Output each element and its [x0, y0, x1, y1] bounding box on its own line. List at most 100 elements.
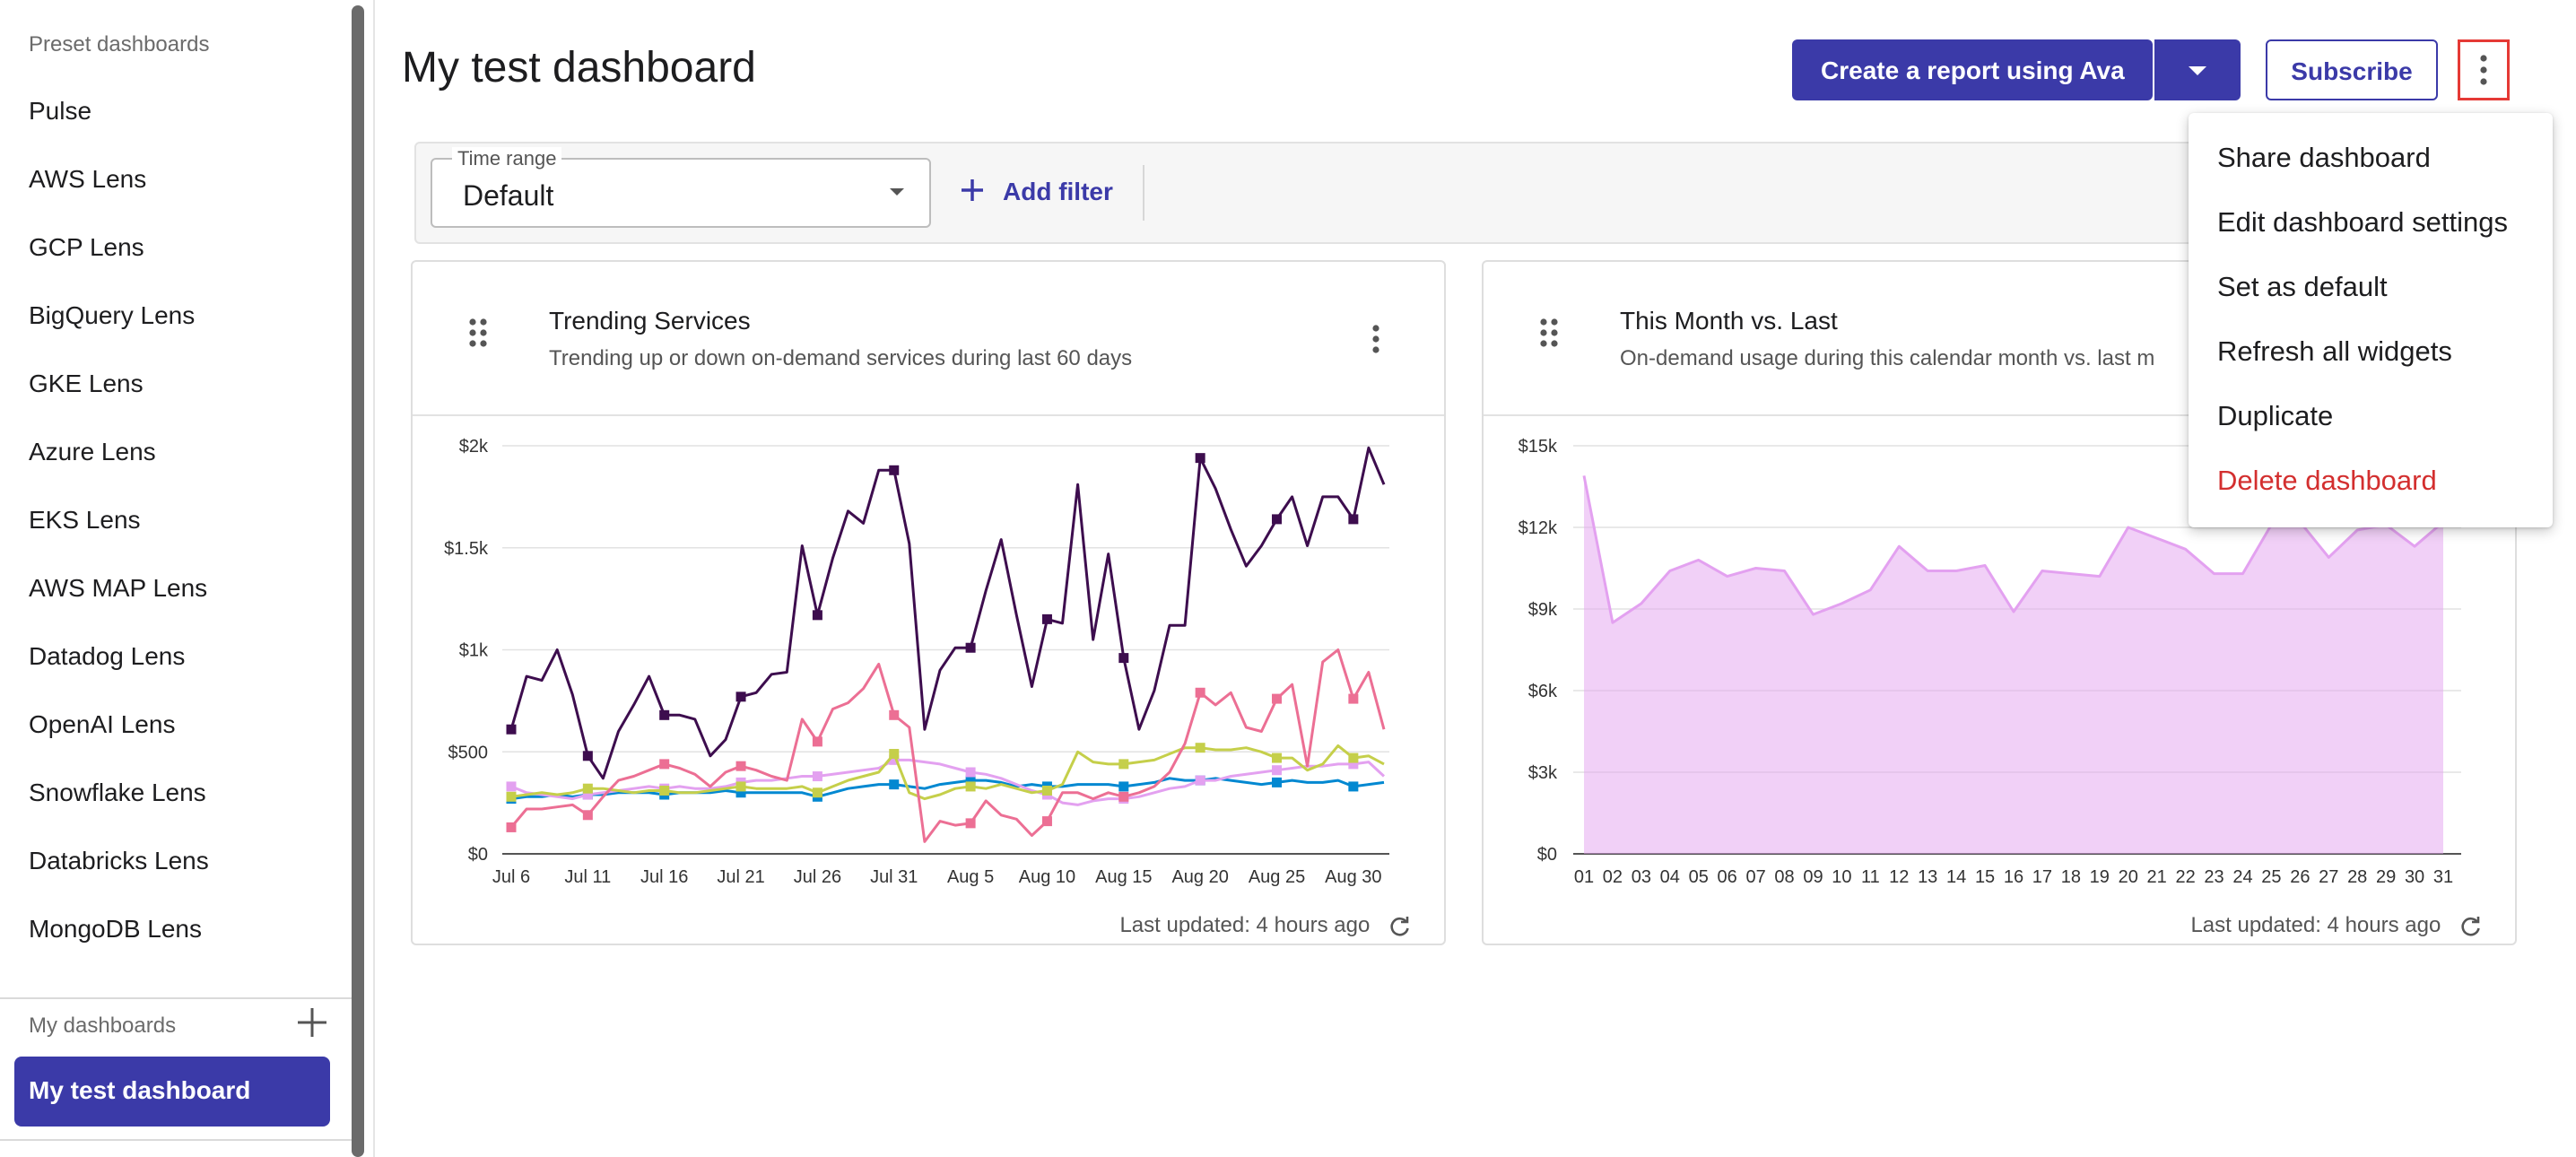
y-tick-label: $0	[1537, 845, 1557, 865]
sidebar-item-databricks-lens[interactable]: Databricks Lens	[29, 847, 209, 874]
dashboard-options-menu: Share dashboard Edit dashboard settings …	[2189, 113, 2553, 527]
sidebar-bottom-divider	[0, 1139, 354, 1141]
sidebar-item-openai-lens[interactable]: OpenAI Lens	[29, 710, 176, 738]
time-range-select[interactable]: Time range Default	[431, 147, 931, 228]
sidebar-item-my-test-dashboard[interactable]: My test dashboard	[14, 1057, 330, 1127]
series-marker-series-3	[1272, 752, 1283, 763]
series-marker-series-3	[1041, 785, 1052, 796]
x-tick-label: 27	[2319, 867, 2338, 887]
widget-header: Trending Services Trending up or down on…	[413, 262, 1444, 416]
x-tick-label: 24	[2232, 867, 2252, 887]
series-line-series-2	[509, 648, 1386, 843]
series-line-series-1	[509, 446, 1386, 780]
widget-subtitle: On-demand usage during this calendar mon…	[1620, 346, 2155, 370]
series-marker-series-3	[1195, 743, 1205, 753]
sidebar-item-snowflake-lens[interactable]: Snowflake Lens	[29, 779, 206, 806]
series-marker-series-2	[1348, 693, 1359, 704]
series-marker-series-5	[735, 787, 746, 798]
sidebar-item-gcp-lens[interactable]: GCP Lens	[29, 233, 144, 261]
series-line-series-5	[510, 777, 1385, 801]
refresh-icon[interactable]	[1388, 915, 1412, 938]
sidebar-item-aws-map-lens[interactable]: AWS MAP Lens	[29, 574, 208, 602]
sidebar: Preset dashboards Pulse AWS Lens GCP Len…	[0, 0, 375, 1157]
caret-down-icon	[2189, 66, 2206, 75]
series-marker-series-2	[812, 736, 822, 747]
x-tick-label: 25	[2261, 867, 2281, 887]
preset-dashboards-heading: Preset dashboards	[29, 32, 210, 57]
sidebar-item-bigquery-lens[interactable]: BigQuery Lens	[29, 301, 196, 329]
x-tick-label: 05	[1689, 867, 1709, 887]
series-marker-series-1	[582, 751, 593, 761]
series-marker-series-4	[1348, 759, 1359, 770]
refresh-icon[interactable]	[2459, 915, 2483, 938]
series-marker-series-1	[1195, 453, 1205, 464]
sidebar-item-azure-lens[interactable]: Azure Lens	[29, 438, 156, 465]
menu-item-set-as-default[interactable]: Set as default	[2217, 271, 2388, 302]
caret-down-icon	[890, 188, 904, 196]
series-marker-series-5	[1272, 777, 1283, 787]
sidebar-item-gke-lens[interactable]: GKE Lens	[29, 370, 144, 397]
x-tick-label: 13	[1918, 867, 1937, 887]
widget-header: This Month vs. Last On-demand usage duri…	[1484, 262, 2515, 416]
sidebar-item-eks-lens[interactable]: EKS Lens	[29, 506, 141, 534]
create-report-ava-label: Create a report using Ava	[1821, 57, 2125, 84]
last-updated-text: Last updated: 4 hours ago	[2190, 913, 2441, 937]
sidebar-item-datadog-lens[interactable]: Datadog Lens	[29, 642, 186, 670]
x-tick-label: Jul 16	[640, 867, 688, 887]
x-tick-label: 18	[2061, 867, 2081, 887]
series-marker-series-2	[1272, 693, 1283, 704]
y-tick-label: $15k	[1519, 437, 1558, 457]
subscribe-button[interactable]: Subscribe	[2266, 39, 2438, 100]
ava-dropdown-button[interactable]	[2154, 39, 2241, 100]
last-updated-text: Last updated: 4 hours ago	[1119, 913, 1371, 937]
series-marker-series-3	[735, 781, 746, 792]
series-marker-series-4	[1272, 765, 1283, 776]
widget-footer: Last updated: 4 hours ago	[2190, 913, 2483, 938]
this-month-vs-last-chart: $0 $3k $6k $9k $12k $15k 01 02 03 04 05 06 07 08 09 10 1…	[1519, 437, 2461, 887]
menu-item-share-dashboard[interactable]: Share dashboard	[2217, 142, 2431, 173]
dashboard-more-button[interactable]	[2458, 39, 2510, 100]
y-tick-label: $9k	[1528, 600, 1558, 620]
x-tick-label: 01	[1574, 867, 1594, 887]
filter-separator	[1143, 165, 1144, 221]
more-vertical-icon	[2480, 55, 2487, 85]
x-tick-label: Jul 31	[870, 867, 918, 887]
series-marker-series-2	[889, 709, 900, 720]
add-dashboard-icon[interactable]	[292, 1003, 332, 1042]
x-tick-label: Jul 11	[564, 867, 611, 887]
x-tick-label: Aug 10	[1019, 867, 1075, 887]
x-tick-label: 31	[2433, 867, 2453, 887]
series-marker-series-3	[889, 749, 900, 760]
create-report-ava-button[interactable]: Create a report using Ava	[1792, 39, 2153, 100]
sidebar-item-pulse[interactable]: Pulse	[29, 97, 92, 125]
sidebar-item-mongodb-lens[interactable]: MongoDB Lens	[29, 915, 203, 943]
menu-item-delete-dashboard[interactable]: Delete dashboard	[2217, 465, 2437, 496]
x-tick-label: 19	[2090, 867, 2110, 887]
widget-footer: Last updated: 4 hours ago	[1119, 913, 1412, 938]
menu-item-edit-dashboard-settings[interactable]: Edit dashboard settings	[2217, 206, 2508, 238]
series-marker-series-3	[506, 791, 517, 802]
menu-item-duplicate[interactable]: Duplicate	[2217, 400, 2334, 431]
x-tick-label: Aug 20	[1171, 867, 1228, 887]
series-area-this-month	[1584, 475, 2443, 854]
x-tick-label: 29	[2376, 867, 2396, 887]
sidebar-scrollbar[interactable]	[352, 5, 364, 1157]
x-tick-label: 23	[2204, 867, 2224, 887]
drag-handle-icon[interactable]	[468, 318, 488, 348]
series-marker-series-5	[1348, 781, 1359, 792]
series-marker-series-3	[1348, 752, 1359, 763]
series-marker-series-3	[965, 781, 976, 792]
my-dashboards-heading: My dashboards	[29, 1013, 177, 1038]
widget-trending-services: Trending Services Trending up or down on…	[411, 260, 1446, 945]
series-marker-series-1	[812, 610, 822, 621]
menu-item-refresh-all-widgets[interactable]: Refresh all widgets	[2217, 335, 2452, 367]
sidebar-item-aws-lens[interactable]: AWS Lens	[29, 165, 147, 193]
y-tick-label: $12k	[1519, 518, 1558, 538]
drag-handle-icon[interactable]	[1539, 318, 1559, 348]
series-marker-series-5	[889, 779, 900, 790]
widget-this-month-vs-last: This Month vs. Last On-demand usage duri…	[1482, 260, 2517, 945]
series-marker-series-4	[506, 781, 517, 792]
widget-more-icon[interactable]	[1367, 321, 1385, 357]
series-marker-series-1	[889, 465, 900, 475]
widget-title: This Month vs. Last	[1620, 307, 1838, 335]
